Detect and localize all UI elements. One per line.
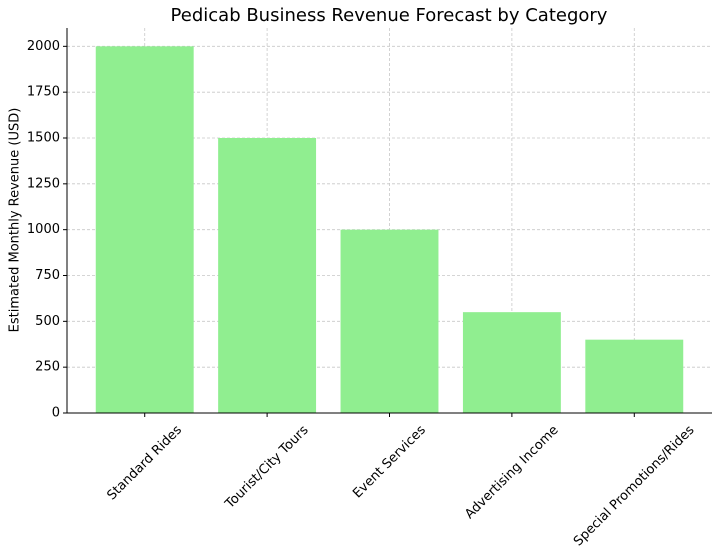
x-tick-label: Advertising Income bbox=[462, 423, 561, 522]
y-tick-label: 750 bbox=[35, 268, 60, 283]
y-tick-label: 2000 bbox=[27, 39, 60, 54]
bar bbox=[218, 138, 317, 413]
y-tick-label: 1750 bbox=[27, 85, 60, 100]
y-tick-label: 1250 bbox=[27, 176, 60, 191]
y-tick-label: 250 bbox=[35, 360, 60, 375]
x-tick-label: Standard Rides bbox=[104, 423, 185, 504]
bar bbox=[585, 339, 684, 413]
y-axis-label: Estimated Monthly Revenue (USD) bbox=[8, 108, 23, 333]
x-tick-label: Tourist/City Tours bbox=[222, 423, 312, 513]
chart-title: Pedicab Business Revenue Forecast by Cat… bbox=[171, 5, 608, 26]
bar bbox=[340, 229, 439, 413]
y-tick-label: 1500 bbox=[27, 131, 60, 146]
y-tick-label: 1000 bbox=[27, 222, 60, 237]
x-tick-label: Event Services bbox=[350, 423, 429, 502]
y-tick-label: 500 bbox=[35, 314, 60, 329]
x-tick-label: Special Promotions/Rides bbox=[571, 423, 698, 550]
bar bbox=[462, 312, 561, 413]
y-tick-label: 0 bbox=[52, 406, 60, 421]
bar bbox=[95, 46, 194, 413]
